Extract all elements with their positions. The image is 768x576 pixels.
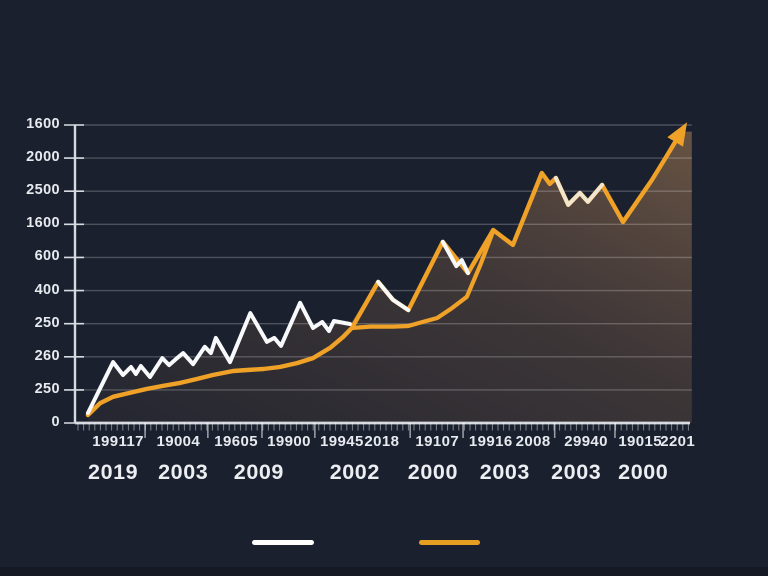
x-year-label: 2019 xyxy=(88,460,139,484)
x-year-label: 2003 xyxy=(479,460,530,484)
white-overlay-segment xyxy=(440,239,470,275)
x-year-label: 2003 xyxy=(551,460,602,484)
bottom-vignette xyxy=(0,567,768,576)
white-overlay-segment xyxy=(376,279,411,313)
x-year-label: 2000 xyxy=(618,460,669,484)
x-year-label: 2003 xyxy=(158,460,209,484)
x-tick-label: 199117 xyxy=(92,433,144,450)
white-overlay-segment xyxy=(553,176,605,207)
x-tick-label: 19004 xyxy=(156,433,201,450)
y-tick-label: 1600 xyxy=(26,215,60,232)
legend-line-swatch-white xyxy=(252,540,314,545)
x-tick-label: 19107 xyxy=(415,433,460,450)
y-tick-label: 0 xyxy=(51,414,60,430)
y-tick-label: 2500 xyxy=(26,182,60,199)
white-series-line xyxy=(85,300,352,416)
area-fill xyxy=(87,131,692,423)
x-tick-label: 2201 xyxy=(660,433,696,450)
x-axis-ticks xyxy=(77,423,689,438)
x-tick-label: 2008 xyxy=(515,433,551,450)
x-tick-label: 19945 xyxy=(320,433,364,450)
x-year-label: 2002 xyxy=(329,460,380,484)
x-tick-label: 19916 xyxy=(468,433,513,450)
x-tick-label: 2018 xyxy=(364,433,400,450)
y-tick-label: 600 xyxy=(34,248,60,265)
y-tick-label: 250 xyxy=(34,380,60,397)
x-year-label: 2009 xyxy=(233,460,284,484)
x-tick-label: 19015 xyxy=(618,433,663,450)
x-tick-label: 29940 xyxy=(564,433,608,450)
y-axis-ticks xyxy=(64,124,84,424)
x-year-label: 2000 xyxy=(407,460,459,484)
y-tick-label: 400 xyxy=(34,281,60,298)
y-tick-label: 260 xyxy=(34,347,60,364)
y-tick-label: 2000 xyxy=(26,149,60,166)
x-tick-label: 19900 xyxy=(267,433,311,450)
y-tick-label: 250 xyxy=(34,314,60,331)
orange-underpass-line xyxy=(349,228,496,331)
x-tick-label: 19605 xyxy=(214,433,258,450)
legend-line-swatch-orange xyxy=(419,540,480,545)
y-tick-label: 1600 xyxy=(26,116,60,132)
